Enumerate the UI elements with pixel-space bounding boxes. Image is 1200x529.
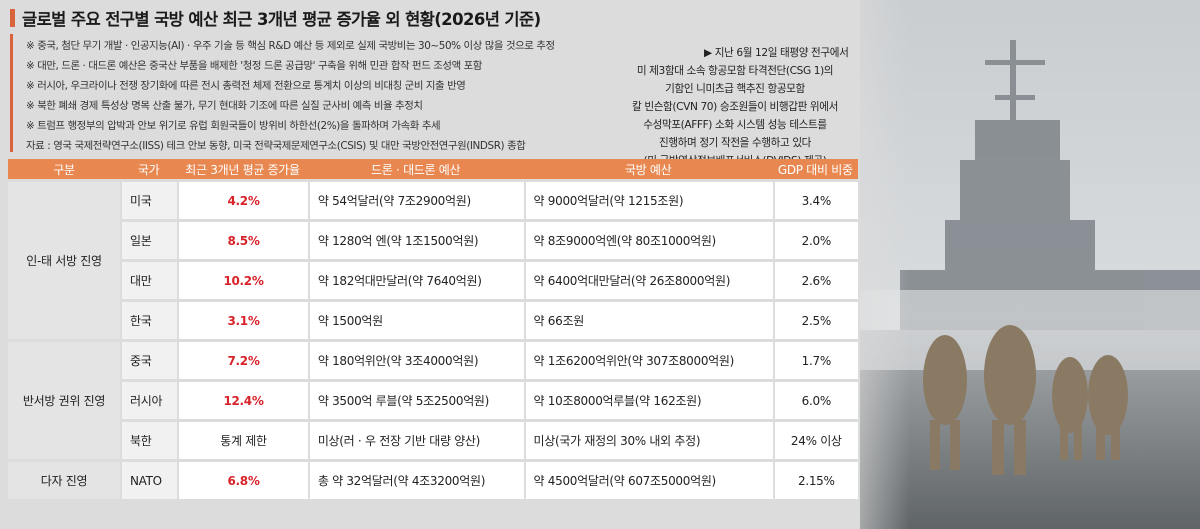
defense-budget: 약 4500억달러(약 607조5000억원) <box>523 462 773 499</box>
growth-rate: 7.2% <box>177 342 308 379</box>
growth-rate: 통계 제한 <box>177 422 308 459</box>
defense-budget: 미상(국가 재정의 30% 내외 추정) <box>523 422 773 459</box>
column-header: 최근 3개년 평균 증가율 <box>177 159 308 179</box>
column-header: 국방 예산 <box>523 159 773 179</box>
country: 러시아 <box>119 382 178 419</box>
growth-rate: 4.2% <box>177 182 308 219</box>
drone-budget: 약 1280억 엔(약 1조1500억원) <box>307 222 524 259</box>
growth-rate: 8.5% <box>177 222 308 259</box>
gdp-share: 24% 이상 <box>772 422 858 459</box>
country: 중국 <box>119 342 178 379</box>
caption-line: 미 제3함대 소속 항공모함 타격전단(CSG 1)의 <box>636 65 834 77</box>
caption-line: 진행하며 정기 작전을 수행하고 있다 <box>658 137 812 149</box>
drone-budget: 약 3500억 루블(약 5조2500억원) <box>307 382 524 419</box>
drone-budget: 약 182억대만달러(약 7640억원) <box>307 262 524 299</box>
group-name: 다자 진영 <box>8 462 120 499</box>
table-row: 인-태 서방 진영 미국 4.2% 약 54억달러(약 7조2900억원) 약 9000… <box>8 182 858 339</box>
notes: ※ 중국, 첨단 무기 개발 · 인공지능(AI) · 우주 기술 등 핵심 R… <box>26 36 555 156</box>
defense-budget: 약 6400억대만달러(약 26조8000억원) <box>523 262 773 299</box>
title: 글로벌 주요 전구별 국방 예산 최근 3개년 평균 증가율 외 현황(2026… <box>22 10 541 29</box>
drone-budget: 약 54억달러(약 7조2900억원) <box>307 182 524 219</box>
budget-table: 구분 국가 최근 3개년 평균 증가율 드론 · 대드론 예산 국방 예산 GDP 대비 … <box>8 156 858 502</box>
drone-budget: 약 180억위안(약 3조4000억원) <box>307 342 524 379</box>
table-row: 반서방 권위 진영 중국 7.2% 약 180억위안(약 3조4000억원) 약 1조6… <box>8 342 858 459</box>
table-row: 대만 10.2% 약 182억대만달러(약 7640억원) 약 6400억대만달러(약… <box>8 262 858 299</box>
growth-rate: 3.1% <box>177 302 308 339</box>
defense-budget: 약 1조6200억위안(약 307조8000억원) <box>523 342 773 379</box>
drone-budget: 약 1500억원 <box>307 302 524 339</box>
drone-budget: 총 약 32억달러(약 4조3200억원) <box>307 462 524 499</box>
note: ※ 중국, 첨단 무기 개발 · 인공지능(AI) · 우주 기술 등 핵심 R… <box>26 40 555 52</box>
group-name: 인-태 서방 진영 <box>8 182 120 339</box>
country: 북한 <box>119 422 178 459</box>
defense-budget: 약 9000억달러(약 1215조원) <box>523 182 773 219</box>
defense-budget: 약 66조원 <box>523 302 773 339</box>
gdp-share: 2.6% <box>772 262 858 299</box>
country: 일본 <box>119 222 178 259</box>
defense-budget: 약 8조9000억엔(약 80조1000억원) <box>523 222 773 259</box>
country: 한국 <box>119 302 178 339</box>
gdp-share: 2.5% <box>772 302 858 339</box>
gdp-share: 1.7% <box>772 342 858 379</box>
note: ※ 러시아, 우크라이나 전쟁 장기화에 따른 전시 총력전 체제 전환으로 통… <box>26 80 466 92</box>
header: 글로벌 주요 전구별 국방 예산 최근 3개년 평균 증가율 외 현황(2026… <box>0 0 860 157</box>
column-header: GDP 대비 비중 <box>772 159 858 179</box>
country: 미국 <box>119 182 178 219</box>
caption-line: ▶ 지난 6월 12일 태평양 전구에서 <box>704 47 849 59</box>
country: 대만 <box>119 262 178 299</box>
table-row: 다자 진영 NATO 6.8% 총 약 32억달러(약 4조3200억원) 약 4500… <box>8 462 858 499</box>
growth-rate: 10.2% <box>177 262 308 299</box>
drone-budget: 미상(러 · 우 전장 기반 대량 양산) <box>307 422 524 459</box>
table-row: 일본 8.5% 약 1280억 엔(약 1조1500억원) 약 8조9000억엔(약 … <box>8 222 858 259</box>
column-header: 드론 · 대드론 예산 <box>307 159 524 179</box>
gdp-share: 3.4% <box>772 182 858 219</box>
defense-budget: 약 10조8000억루블(약 162조원) <box>523 382 773 419</box>
gdp-share: 2.0% <box>772 222 858 259</box>
source: 자료 : 영국 국제전략연구소(IISS) 테크 안보 동향, 미국 전략국제문… <box>26 140 526 152</box>
table-row: 한국 3.1% 약 1500억원 약 66조원 2.5% <box>8 302 858 339</box>
gdp-share: 2.15% <box>772 462 858 499</box>
note: ※ 대만, 드론 · 대드론 예산은 중국산 부품을 배제한 '청정 드론 공급… <box>26 60 482 72</box>
accent-bar <box>10 9 15 27</box>
header-row: 구분 국가 최근 3개년 평균 증가율 드론 · 대드론 예산 국방 예산 GDP 대비 … <box>8 159 858 179</box>
caption-line: 칼 빈슨함(CVN 70) 승조원들이 비행갑판 위에서 <box>632 101 838 113</box>
growth-rate: 12.4% <box>177 382 308 419</box>
column-header: 국가 <box>119 159 178 179</box>
accent-bar <box>10 34 13 152</box>
table-row: 러시아 12.4% 약 3500억 루블(약 5조2500억원) 약 10조8000억… <box>8 382 858 419</box>
growth-rate: 6.8% <box>177 462 308 499</box>
group-name: 반서방 권위 진영 <box>8 342 120 459</box>
country: NATO <box>119 462 178 499</box>
table-row: 북한 통계 제한 미상(러 · 우 전장 기반 대량 양산) 미상(국가 재정의 30… <box>8 422 858 459</box>
note: ※ 북한 폐쇄 경제 특성상 명목 산출 불가, 무기 현대화 기조에 따른 실… <box>26 100 423 112</box>
column-header: 구분 <box>8 159 120 179</box>
caption-line: 기함인 니미츠급 핵추진 항공모함 <box>665 83 805 95</box>
gdp-share: 6.0% <box>772 382 858 419</box>
table-body: 인-태 서방 진영 미국 4.2% 약 54억달러(약 7조2900억원) 약 9000… <box>8 182 858 499</box>
note: ※ 트럼프 행정부의 압박과 안보 위기로 유럽 회원국들이 방위비 하한선(2… <box>26 120 441 132</box>
caption-line: 수성막포(AFFF) 소화 시스템 성능 테스트를 <box>643 119 827 131</box>
